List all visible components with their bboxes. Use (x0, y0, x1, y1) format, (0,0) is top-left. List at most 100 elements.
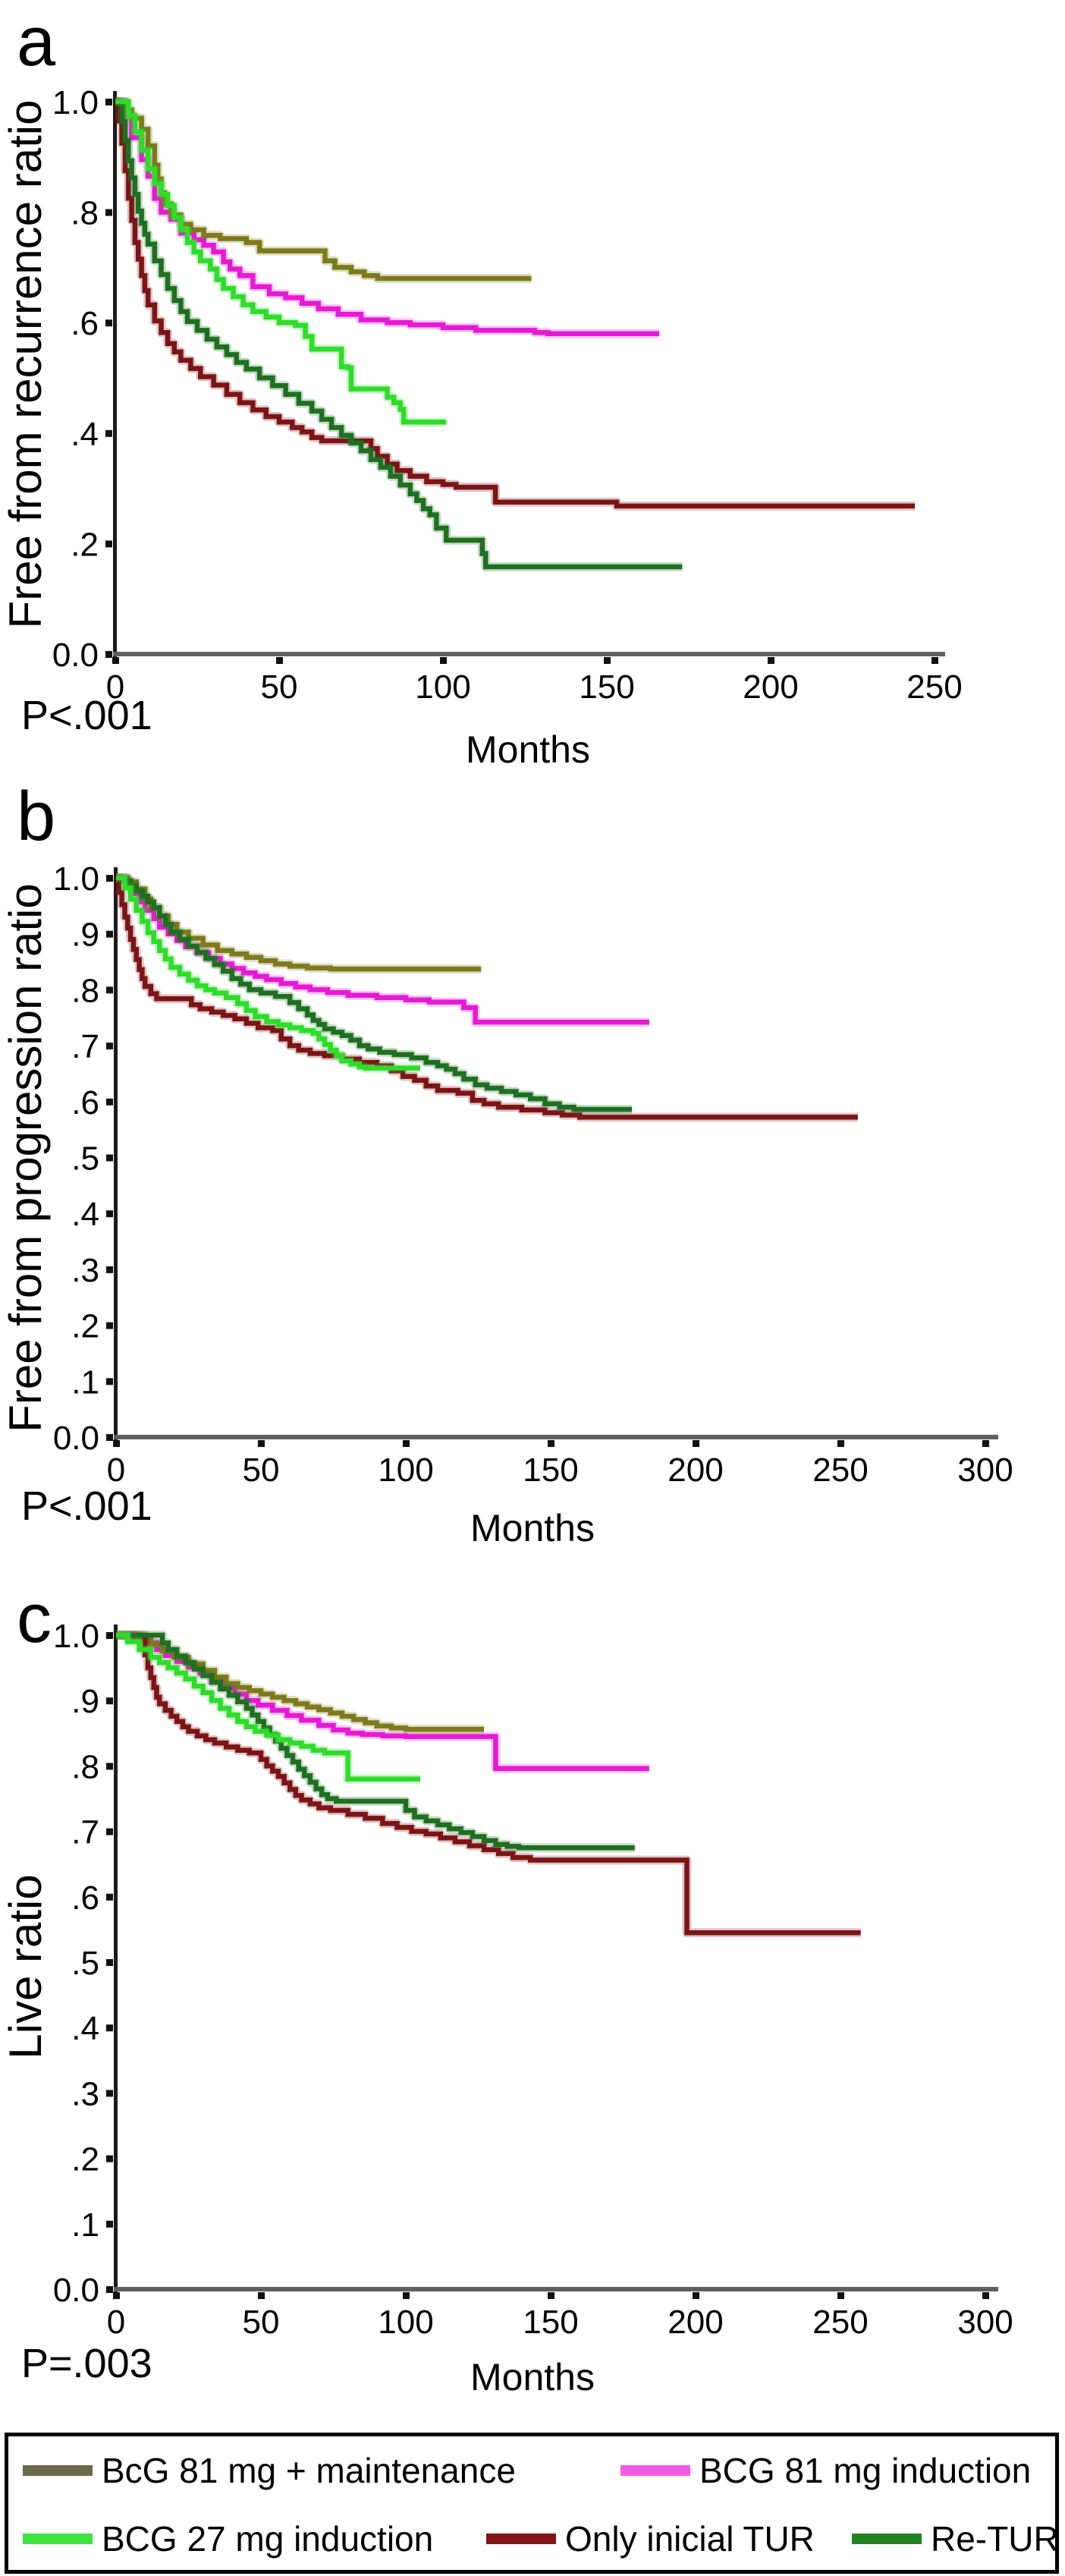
y-tick-mark (106, 1697, 113, 1705)
y-tick-mark (106, 2155, 113, 2162)
x-tick-mark (768, 657, 774, 664)
y-tick-mark (105, 209, 112, 216)
x-tick-label: 150 (523, 2304, 578, 2341)
x-tick-label: 250 (906, 668, 962, 706)
y-tick-label: .4 (71, 416, 99, 453)
legend-swatch-bcg81-induction (620, 2465, 690, 2476)
legend-label-bcg27-induction: BCG 27 mg induction (102, 2519, 434, 2559)
x-tick-mark (403, 1440, 410, 1447)
legend-box: BcG 81 mg + maintenance BCG 81 mg induct… (5, 2433, 1059, 2574)
panel-a-plot: 1.0 .8 .6 .4 .2 0.00 50 100 150 200 250 (52, 84, 963, 706)
x-axis-line (114, 1435, 998, 1439)
curve-bcg27-induction (116, 875, 421, 1071)
legend-label-re-tur: Re-TUR (931, 2519, 1059, 2559)
y-tick-mark (106, 986, 113, 994)
y-tick-label: 0.0 (53, 2272, 99, 2309)
y-tick-label: .2 (71, 2141, 99, 2178)
panel-c-plot: 1.0 .9 .8 .7 .6 .5 .4 .3 .2 .1 0.00 50 100 150 200 250 3… (53, 1618, 1013, 2341)
y-tick-mark (106, 1763, 113, 1770)
curve-bcg27-induction (115, 99, 447, 425)
x-tick-label: 300 (957, 2304, 1013, 2341)
legend-label-maintenance: BcG 81 mg + maintenance (102, 2451, 516, 2490)
x-tick-mark (982, 1440, 989, 1447)
y-tick-label: 1.0 (53, 860, 99, 898)
x-tick-label: 200 (743, 668, 798, 706)
panel-a-letter: a (17, 3, 56, 80)
x-tick-label: 0 (106, 668, 124, 706)
x-tick-label: 50 (261, 668, 298, 706)
x-tick-mark (276, 657, 283, 664)
panel-c-letter: c (17, 1580, 52, 1657)
x-tick-mark (112, 657, 119, 664)
x-axis-line (114, 2287, 998, 2291)
curve-bcg81-induction (115, 99, 660, 337)
x-tick-mark (693, 1440, 699, 1447)
legend-label-bcg81-induction: BCG 81 mg induction (699, 2451, 1032, 2490)
x-tick-label: 250 (812, 2304, 868, 2341)
y-tick-label: .9 (71, 1683, 99, 1720)
curve-re-tur (116, 875, 632, 1112)
curve-halo-bcg81-induction (116, 1631, 649, 1773)
y-tick-mark (106, 2090, 113, 2097)
x-tick-mark (403, 2292, 410, 2299)
x-tick-mark (837, 2292, 844, 2299)
y-tick-mark (106, 1959, 113, 1966)
y-tick-mark (106, 2220, 113, 2228)
x-tick-label: 0 (107, 1452, 125, 1489)
curve-bcg27-induction (116, 1632, 421, 1782)
y-tick-label: .1 (71, 1363, 99, 1401)
panel-c-x-axis-label: Months (470, 2356, 595, 2398)
y-tick-label: .8 (71, 195, 99, 232)
y-tick-mark (106, 1210, 113, 1218)
x-tick-mark (982, 2292, 989, 2299)
y-tick-mark (106, 1322, 113, 1329)
curve-re-tur (116, 1632, 635, 1851)
curve-only-inicial-tur (116, 875, 858, 1120)
panel-b-y-axis-label: Free from progression ratio (0, 883, 51, 1433)
legend-swatch-maintenance (23, 2465, 93, 2476)
curve-only-inicial-tur (115, 99, 916, 509)
y-tick-label: .6 (71, 1084, 99, 1121)
y-tick-label: .8 (71, 972, 99, 1009)
y-axis-line (113, 91, 117, 659)
curve-maintenance (115, 99, 532, 282)
y-tick-mark (106, 1893, 113, 1901)
curve-halo-bcg81-induction (115, 97, 660, 338)
y-tick-label: .5 (71, 1945, 99, 1982)
x-tick-label: 200 (668, 2304, 723, 2341)
x-tick-label: 300 (957, 1452, 1013, 1489)
y-tick-label: .3 (71, 1252, 99, 1289)
panel-a-x-axis-label: Months (466, 728, 590, 771)
legend-swatch-re-tur (852, 2534, 922, 2544)
panel-b-x-axis-label: Months (470, 1507, 595, 1549)
x-tick-mark (548, 1440, 554, 1447)
x-tick-mark (258, 2292, 265, 2299)
panel-c-y-axis-label: Live ratio (0, 1874, 51, 2059)
x-axis-line (113, 652, 945, 656)
x-tick-mark (548, 2292, 554, 2299)
y-tick-mark (106, 1434, 113, 1441)
curve-re-tur (115, 99, 683, 570)
y-tick-label: 0.0 (53, 1420, 99, 1457)
y-tick-label: .7 (71, 1814, 99, 1851)
y-tick-label: .5 (71, 1140, 99, 1178)
y-tick-mark (106, 1043, 113, 1050)
legend-item-only-inicial-tur: Only inicial TUR (486, 2518, 815, 2559)
x-tick-label: 250 (812, 1452, 868, 1489)
x-tick-mark (693, 2292, 699, 2299)
legend-item-maintenance: BcG 81 mg + maintenance (23, 2450, 516, 2491)
curve-maintenance (116, 1632, 485, 1732)
y-tick-mark (105, 651, 112, 658)
x-tick-mark (440, 657, 447, 664)
x-tick-mark (604, 657, 611, 664)
panel-b-p-value: P<.001 (21, 1483, 152, 1529)
x-tick-label: 150 (579, 668, 634, 706)
y-tick-mark (106, 2286, 113, 2293)
y-tick-label: .4 (71, 1196, 99, 1233)
curve-only-inicial-tur (116, 1632, 861, 1936)
y-tick-label: .3 (71, 2075, 99, 2112)
legend-label-only-inicial-tur: Only inicial TUR (565, 2519, 815, 2559)
y-tick-mark (106, 1632, 113, 1639)
y-axis-line (114, 867, 118, 1442)
